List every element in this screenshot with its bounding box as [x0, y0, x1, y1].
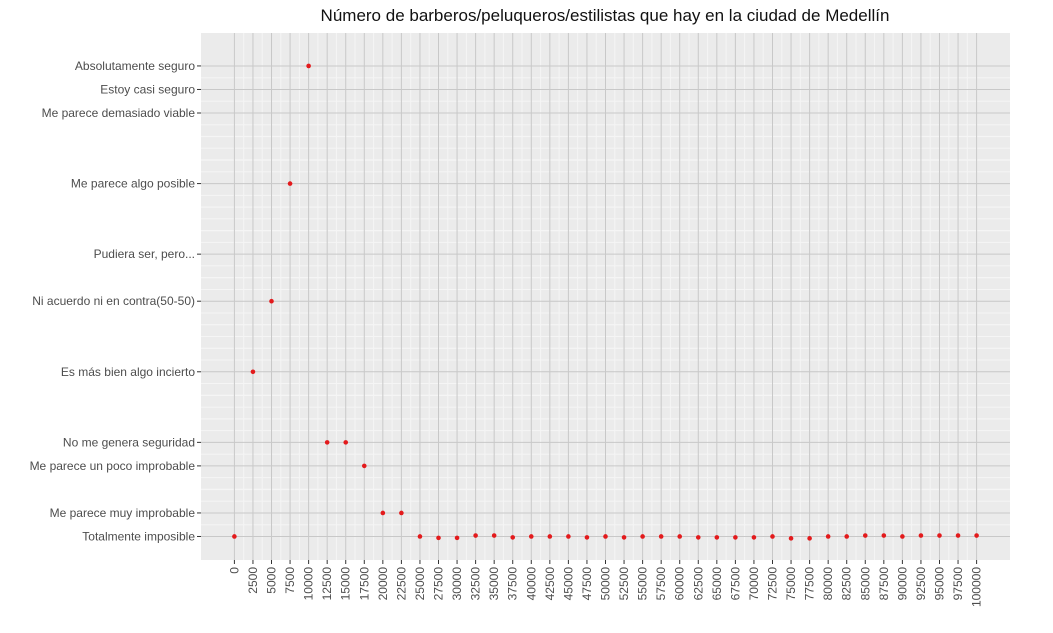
- x-tick-label: 32500: [469, 567, 483, 601]
- data-point: [733, 535, 738, 540]
- data-point: [361, 463, 367, 469]
- x-tick-label: 60000: [673, 567, 687, 601]
- x-tick-label: 45000: [561, 567, 575, 601]
- x-tick-label: 0: [227, 567, 241, 574]
- x-tick-label: 5000: [265, 567, 279, 594]
- x-tick-label: 7500: [283, 567, 297, 594]
- y-tick-label: Pudiera ser, pero...: [94, 247, 195, 261]
- data-point: [937, 533, 942, 538]
- data-point: [436, 535, 441, 541]
- x-tick-label: 15000: [339, 567, 353, 601]
- y-tick-label: Ni acuerdo ni en contra(50-50): [32, 294, 195, 308]
- x-tick-label: 35000: [487, 567, 501, 601]
- data-point: [306, 63, 311, 69]
- x-tick-label: 70000: [747, 567, 761, 601]
- data-point: [658, 534, 664, 539]
- data-point: [825, 534, 831, 539]
- x-tick-label: 52500: [617, 567, 631, 601]
- x-tick-label: 47500: [580, 567, 594, 601]
- x-tick-label: 22500: [394, 567, 408, 601]
- x-tick-label: 62500: [691, 567, 705, 601]
- y-tick-label: Me parece demasiado viable: [42, 106, 196, 120]
- x-tick-label: 10000: [302, 567, 316, 601]
- data-point: [510, 535, 516, 540]
- x-tick-label: 65000: [710, 567, 724, 601]
- data-point: [621, 535, 627, 540]
- x-tick-label: 80000: [821, 567, 835, 601]
- data-point: [881, 533, 887, 538]
- data-point: [399, 510, 404, 516]
- y-tick-label: Me parece muy improbable: [50, 506, 196, 520]
- data-point: [232, 534, 237, 539]
- y-tick-label: Totalmente imposible: [82, 529, 195, 543]
- data-point: [417, 534, 423, 539]
- x-tick-label: 27500: [432, 567, 446, 601]
- x-tick-label: 30000: [450, 567, 464, 601]
- data-point: [640, 534, 645, 539]
- y-tick-label: Absolutamente seguro: [75, 59, 195, 73]
- data-point: [695, 535, 701, 540]
- data-point: [751, 535, 757, 540]
- y-tick-label: Me parece algo posible: [71, 177, 195, 191]
- x-tick-label: 50000: [599, 567, 613, 601]
- data-point: [900, 534, 905, 539]
- x-tick-label: 20000: [376, 567, 390, 601]
- data-point: [380, 510, 386, 516]
- data-point: [918, 533, 924, 538]
- x-tick-label: 75000: [784, 567, 798, 601]
- data-point: [250, 369, 256, 375]
- data-point: [955, 533, 961, 538]
- data-point: [528, 534, 534, 539]
- data-point: [287, 181, 293, 186]
- data-point: [603, 534, 608, 539]
- data-point: [974, 533, 979, 538]
- x-tick-label: 82500: [840, 567, 854, 601]
- data-point: [324, 440, 330, 445]
- x-tick-label: 17500: [357, 567, 371, 601]
- x-tick-label: 72500: [765, 567, 779, 601]
- data-point: [584, 535, 590, 540]
- x-tick-label: 90000: [895, 567, 909, 601]
- x-tick-label: 92500: [914, 567, 928, 601]
- x-tick-label: 37500: [506, 567, 520, 601]
- data-point: [788, 536, 794, 541]
- x-tick-label: 87500: [877, 567, 891, 601]
- x-tick-label: 55000: [636, 567, 650, 601]
- x-tick-label: 57500: [654, 567, 668, 601]
- data-point: [547, 534, 553, 539]
- data-point: [770, 534, 775, 539]
- x-tick-label: 2500: [246, 567, 260, 594]
- x-tick-label: 95000: [932, 567, 946, 601]
- data-point: [473, 533, 478, 538]
- x-tick-label: 67500: [728, 567, 742, 601]
- y-axis: Absolutamente seguro Estoy casi seguro Me …: [30, 59, 201, 543]
- x-tick-label: 77500: [803, 567, 817, 601]
- y-tick-label: Me parece un poco improbable: [30, 459, 196, 473]
- data-point: [566, 534, 571, 539]
- gridlines: [201, 33, 1010, 560]
- y-tick-label: No me genera seguridad: [63, 435, 195, 449]
- data-points: [232, 63, 979, 541]
- x-tick-label: 40000: [524, 567, 538, 601]
- data-point: [862, 533, 868, 538]
- chart-title: Número de barberos/peluqueros/estilistas…: [320, 6, 890, 25]
- x-tick-label: 100000: [970, 567, 984, 607]
- data-point: [454, 535, 460, 541]
- x-tick-label: 12500: [320, 567, 334, 601]
- data-point: [677, 534, 683, 539]
- data-point: [844, 534, 850, 539]
- data-point: [269, 298, 274, 304]
- y-tick-label: Es más bien algo incierto: [61, 365, 195, 379]
- data-point: [491, 533, 497, 538]
- x-axis: 0 2500 5000 7500 10000 12500 15000 17500 20000 22…: [227, 560, 984, 607]
- data-point: [343, 440, 349, 445]
- x-tick-label: 25000: [413, 567, 427, 601]
- x-tick-label: 42500: [543, 567, 557, 601]
- x-tick-label: 97500: [951, 567, 965, 601]
- data-point: [807, 536, 812, 541]
- y-tick-label: Estoy casi seguro: [100, 82, 195, 96]
- data-point: [714, 535, 720, 540]
- x-tick-label: 85000: [858, 567, 872, 601]
